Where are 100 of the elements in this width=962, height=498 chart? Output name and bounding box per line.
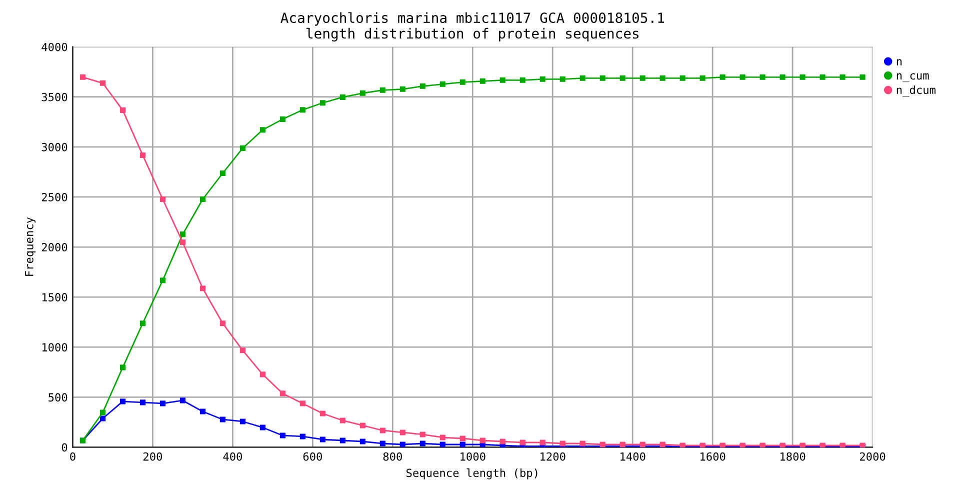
point <box>700 75 706 81</box>
point <box>820 74 826 80</box>
point <box>280 116 286 122</box>
point <box>440 442 446 448</box>
x-tick-label: 600 <box>303 452 322 461</box>
point <box>340 418 346 424</box>
point <box>180 398 186 404</box>
point <box>140 320 146 326</box>
legend-label: n_dcum <box>896 85 936 97</box>
point <box>780 74 786 80</box>
point <box>840 74 846 80</box>
point <box>220 170 226 176</box>
point <box>100 80 106 86</box>
legend-label: n <box>896 59 902 66</box>
point <box>100 416 106 422</box>
point <box>120 364 126 370</box>
point <box>480 438 486 444</box>
point <box>520 440 526 446</box>
point <box>420 83 426 89</box>
y-tick-label: 1500 <box>42 293 68 302</box>
point <box>860 74 866 80</box>
point <box>660 75 666 81</box>
point <box>560 76 566 82</box>
point <box>520 77 526 83</box>
point <box>300 400 306 406</box>
point <box>420 432 426 438</box>
legend-label: n_cum <box>896 73 929 82</box>
point <box>420 440 426 446</box>
point <box>500 438 506 444</box>
point <box>160 400 166 406</box>
point <box>540 76 546 82</box>
point <box>260 127 266 133</box>
point <box>600 75 606 81</box>
point <box>120 107 126 113</box>
x-tick-label: 1400 <box>620 452 646 461</box>
point <box>140 152 146 158</box>
chart-title: Acaryochloris marina mbic11017 GCA 000018105.1 length distribution of protein sequences <box>280 12 664 42</box>
point <box>240 348 246 354</box>
y-tick-label: 500 <box>48 393 68 402</box>
point <box>200 196 206 202</box>
point <box>360 90 366 96</box>
point <box>360 422 366 428</box>
point <box>220 320 226 326</box>
point <box>440 81 446 87</box>
point <box>320 100 326 106</box>
point <box>140 400 146 406</box>
point <box>640 75 646 81</box>
x-tick-label: 1200 <box>540 452 566 461</box>
point <box>460 442 466 448</box>
point <box>760 74 766 80</box>
point <box>740 74 746 80</box>
x-tick-label: 1000 <box>460 452 486 461</box>
point <box>160 196 166 202</box>
point <box>160 278 166 284</box>
point <box>180 232 186 238</box>
point <box>260 424 266 430</box>
point <box>300 107 306 113</box>
point <box>560 440 566 446</box>
x-tick-label: 400 <box>223 452 242 461</box>
x-tick-label: 800 <box>383 452 402 461</box>
point <box>680 75 686 81</box>
point <box>400 442 406 448</box>
point <box>240 145 246 151</box>
point <box>340 94 346 100</box>
y-tick-label: 0 <box>62 443 68 452</box>
point <box>200 408 206 414</box>
point <box>580 75 586 81</box>
x-tick-label: 1600 <box>700 452 726 461</box>
y-tick-label: 4000 <box>42 42 68 52</box>
point <box>180 240 186 246</box>
point <box>500 77 506 83</box>
point <box>200 286 206 292</box>
point <box>460 436 466 442</box>
point <box>380 87 386 93</box>
point <box>380 440 386 446</box>
x-tick-label: 0 <box>70 452 76 461</box>
y-tick-label: 2500 <box>42 192 68 202</box>
point <box>380 428 386 434</box>
point <box>580 440 586 446</box>
y-tick-label: 3500 <box>42 92 68 102</box>
point <box>620 75 626 81</box>
point <box>320 436 326 442</box>
point <box>400 430 406 436</box>
point <box>360 438 366 444</box>
point <box>460 79 466 85</box>
point <box>340 438 346 444</box>
y-tick-label: 1000 <box>42 343 68 352</box>
point <box>220 416 226 422</box>
point <box>720 74 726 80</box>
point <box>100 410 106 416</box>
point <box>320 410 326 416</box>
point <box>400 86 406 92</box>
point <box>800 74 806 80</box>
point <box>280 390 286 396</box>
point <box>260 372 266 378</box>
point <box>240 418 246 424</box>
x-axis-title: Sequence length (bp) <box>406 468 538 480</box>
y-axis-title: Frequency <box>25 217 36 276</box>
y-tick-label: 2000 <box>42 243 68 252</box>
point <box>480 78 486 84</box>
